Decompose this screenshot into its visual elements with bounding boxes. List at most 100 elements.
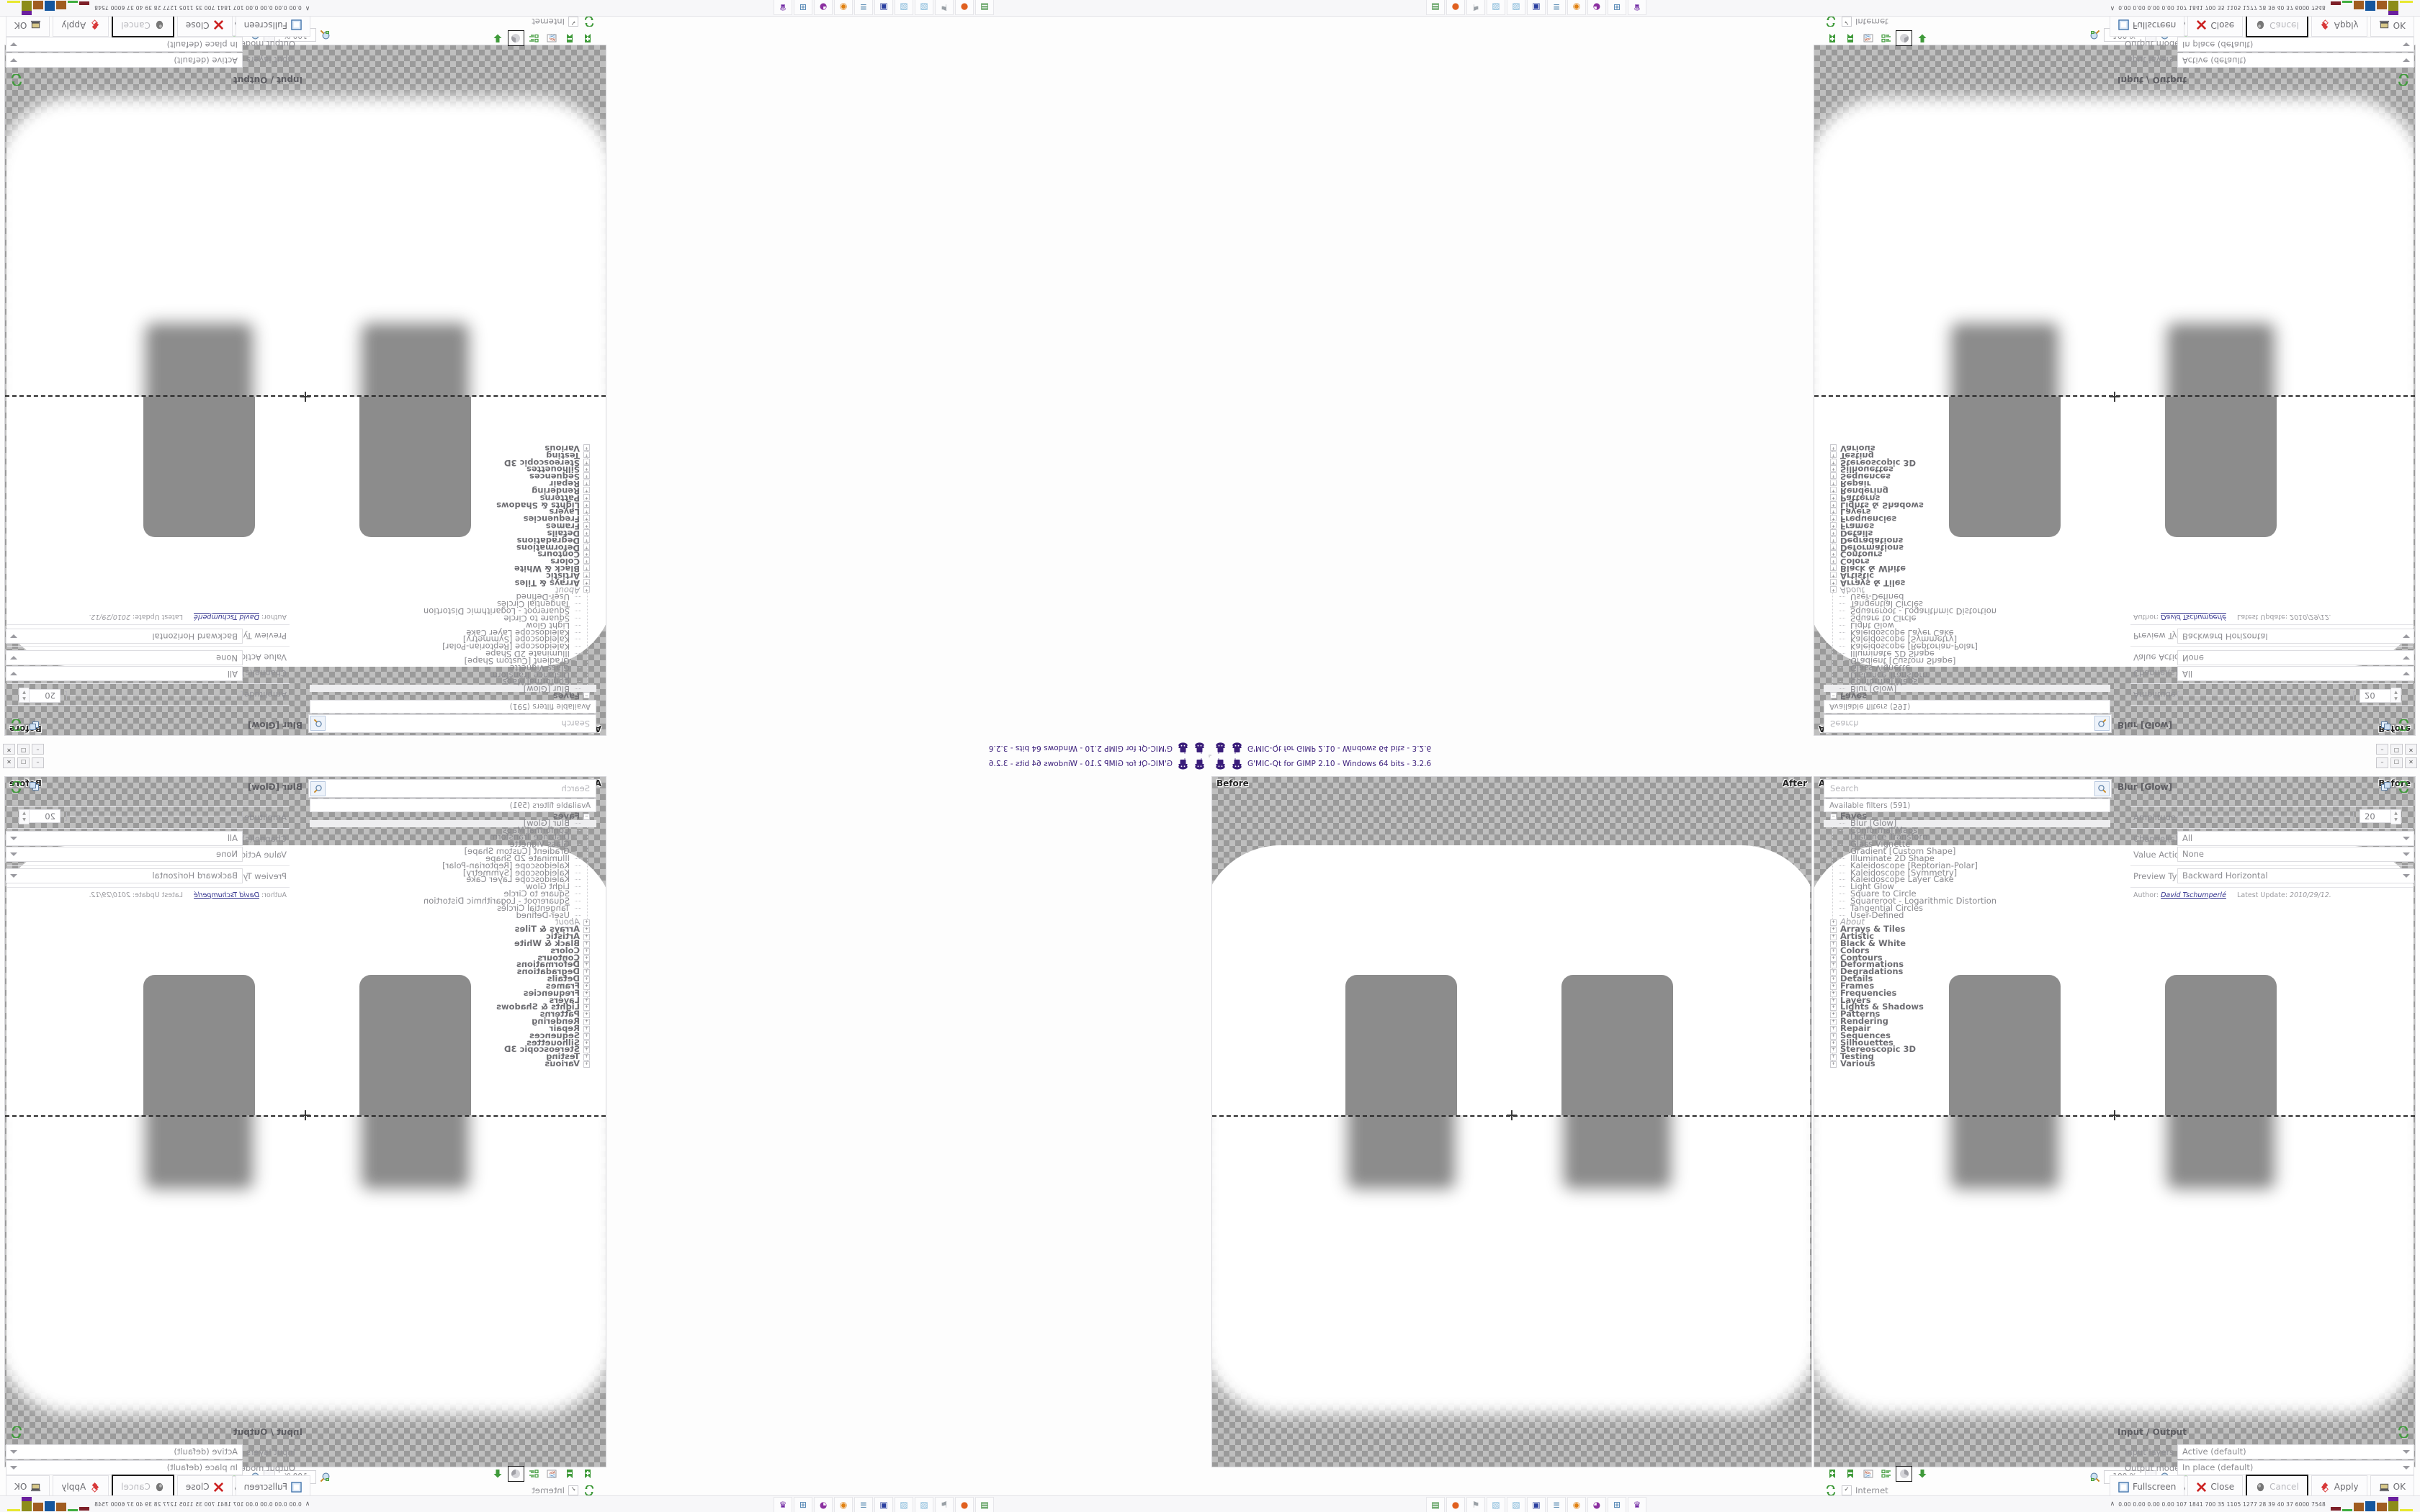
zoom-out-icon[interactable] <box>2087 27 2103 43</box>
expand-icon-category[interactable]: + <box>583 458 590 465</box>
tree-group-faves[interactable]: − Faves <box>1824 811 2110 820</box>
ok-button[interactable]: OK <box>6 14 50 37</box>
windows-taskbar[interactable]: ▤ ● ⚑ ▧ ▧ ▣ ≣ ◉ ◕ ⊞ ♛ ∧ 0.00 0.00 0.00 0.00 107 18… <box>1210 0 2420 17</box>
tree-category[interactable]: + Degradations <box>1824 968 2110 976</box>
gmic-qt-window[interactable]: G'MIC-Qt for GIMP 2.10 - Windows 64 bits… <box>0 0 1210 756</box>
taskbar-firefox-icon[interactable]: ● <box>1446 0 1465 15</box>
search-input[interactable]: Search <box>1824 779 2112 798</box>
expand-icon-category[interactable]: + <box>583 969 590 976</box>
split-handle-after[interactable] <box>300 1110 310 1120</box>
expand-icon-category[interactable]: + <box>583 465 590 472</box>
refresh-filters-icon[interactable] <box>1824 15 1838 29</box>
amplitude-spinner[interactable]: ▲ ▼ <box>2391 809 2401 824</box>
value-action-combo[interactable]: None <box>2177 650 2414 665</box>
param-row-preview-type[interactable]: Preview Type Backward Horizontal <box>2118 628 2414 644</box>
expand-icon-category[interactable]: + <box>583 528 590 536</box>
taskbar-owl-icon[interactable]: ◕ <box>814 0 833 15</box>
maximize-button[interactable]: ☐ <box>2390 757 2403 768</box>
preview-pane-before[interactable]: Before After <box>1209 755 1210 756</box>
output-mode-combo[interactable]: In place (default) <box>2177 37 2414 52</box>
taskbar-flag-icon[interactable]: ⚑ <box>935 1497 954 1512</box>
maximize-button[interactable]: ☐ <box>2390 744 2403 755</box>
apply-button[interactable]: Apply <box>2311 1475 2367 1498</box>
expand-icon-category[interactable]: + <box>1830 543 1837 550</box>
expand-icon-category[interactable]: + <box>1830 493 1837 500</box>
fullscreen-button[interactable]: Fullscreen <box>2110 14 2185 37</box>
tray-caret-icon[interactable]: ∧ <box>2110 4 2115 12</box>
collapse-icon-faves[interactable]: − <box>1830 692 1837 698</box>
zoom-out-icon[interactable] <box>317 27 333 43</box>
reset-io-refresh-icon[interactable] <box>2395 1424 2411 1440</box>
amplitude-spinner[interactable]: ▲ ▼ <box>19 809 29 824</box>
param-row-amplitude[interactable]: Amplitude 20 ▲ ▼ <box>2118 809 2413 825</box>
download-updates-icon[interactable] <box>490 1466 506 1482</box>
expand-icon-category[interactable]: + <box>1830 528 1837 536</box>
internet-checkbox[interactable]: ✓ <box>1842 1485 1852 1495</box>
filter-tree[interactable]: − Faves Blur [Glow] Conformal Maps Distance … <box>1824 444 2110 701</box>
amplitude-value[interactable]: 20 <box>2360 689 2391 703</box>
param-row-preview-type[interactable]: Preview Type Backward Horizontal <box>2118 868 2414 884</box>
expand-icon-category[interactable]: + <box>583 500 590 508</box>
taskbar-explorer-icon[interactable]: ▤ <box>1426 1497 1445 1512</box>
internet-checkbox[interactable]: ✓ <box>568 1485 578 1495</box>
tree-category[interactable]: + Testing <box>1824 1053 2110 1061</box>
close-button[interactable]: Close <box>2187 1475 2244 1498</box>
zoom-out-icon[interactable] <box>2087 1469 2103 1485</box>
reset-params-refresh-icon[interactable] <box>2395 779 2411 795</box>
expand-icon-category[interactable]: + <box>1830 919 1837 927</box>
tree-item-fave[interactable]: Distance Transform <box>1824 833 2110 841</box>
expand-icon-category[interactable]: + <box>583 515 590 522</box>
taskbar-items[interactable]: ▤ ● ⚑ ▧ ▧ ▣ ≣ ◉ ◕ ⊞ ♛ <box>1426 0 1646 15</box>
amplitude-value[interactable]: 20 <box>2360 809 2391 823</box>
expand-icon-category[interactable]: + <box>583 472 590 480</box>
refresh-filters-icon[interactable] <box>582 15 596 29</box>
param-row-amplitude[interactable]: Amplitude 20 ▲ ▼ <box>7 687 302 703</box>
expand-icon-category[interactable]: + <box>583 1032 590 1040</box>
expand-icon-category[interactable]: + <box>583 557 590 564</box>
expand-icon-category[interactable]: + <box>583 990 590 997</box>
tree-item-fave[interactable]: Conformal Maps <box>1824 826 2110 834</box>
rename-fave-icon[interactable]: Abc Def <box>1860 30 1876 46</box>
close-button[interactable]: Close <box>2187 14 2244 37</box>
expand-icon-category[interactable]: + <box>1830 934 1837 941</box>
expand-icon-category[interactable]: + <box>583 940 590 948</box>
channels-combo[interactable]: All <box>2177 666 2414 681</box>
expand-icon-category[interactable]: + <box>1830 564 1837 572</box>
reset-params-refresh-icon[interactable] <box>9 779 25 795</box>
param-row-channels[interactable]: Channel(s) All <box>2118 831 2414 847</box>
expand-icon-category[interactable]: + <box>1830 955 1837 962</box>
taskbar-owl-icon[interactable]: ◕ <box>814 1497 833 1512</box>
tree-category[interactable]: + Frequencies <box>1824 989 2110 997</box>
tree-item-fave[interactable]: Kaleidoscope [Symmetry] <box>1824 868 2110 877</box>
duplicate-icon[interactable] <box>26 717 42 733</box>
taskbar-notepad-icon[interactable]: ▧ <box>1487 1497 1505 1512</box>
expand-icon-category[interactable]: + <box>1830 997 1837 1004</box>
tree-category[interactable]: + Contours <box>1824 953 2110 962</box>
expand-icon-category[interactable]: + <box>1830 536 1837 543</box>
param-row-channels[interactable]: Channel(s) All <box>6 665 302 681</box>
tree-category[interactable]: + Silhouettes <box>1824 1038 2110 1047</box>
expand-collapse-icon[interactable] <box>526 1466 542 1482</box>
expand-icon-category[interactable]: + <box>583 1047 590 1054</box>
expand-icon-category[interactable]: + <box>1830 976 1837 984</box>
tree-category[interactable]: + Various <box>1824 1059 2110 1068</box>
remove-fave-icon[interactable] <box>1842 1466 1858 1482</box>
expand-icon-category[interactable]: + <box>1830 500 1837 508</box>
window-controls[interactable]: – ☐ ✕ <box>2376 757 2417 768</box>
amplitude-slider-grip[interactable] <box>2353 812 2355 821</box>
update-progress-icon[interactable] <box>1896 1466 1912 1482</box>
internet-checkbox-row[interactable]: ✓ Internet <box>1824 15 1888 29</box>
taskbar-items[interactable]: ▤ ● ⚑ ▧ ▧ ▣ ≣ ◉ ◕ ⊞ ♛ <box>774 1497 994 1512</box>
tree-category[interactable]: + Sequences <box>1824 1031 2110 1040</box>
expand-icon-category[interactable]: + <box>1830 465 1837 472</box>
close-window-button[interactable]: ✕ <box>3 744 15 755</box>
expand-icon-category[interactable]: + <box>1830 508 1837 515</box>
taskbar-blender-icon[interactable]: ◉ <box>1567 0 1586 15</box>
search-input[interactable]: Search <box>308 779 596 798</box>
cancel-button[interactable]: Cancel <box>2246 1475 2308 1499</box>
taskbar-explorer-icon[interactable]: ▤ <box>975 0 994 15</box>
ok-button[interactable]: OK <box>6 1475 50 1498</box>
preview-pane-after[interactable]: After Before <box>1814 776 2416 1467</box>
expand-icon-category[interactable]: + <box>1830 983 1837 990</box>
ok-button[interactable]: OK <box>2370 1475 2414 1498</box>
